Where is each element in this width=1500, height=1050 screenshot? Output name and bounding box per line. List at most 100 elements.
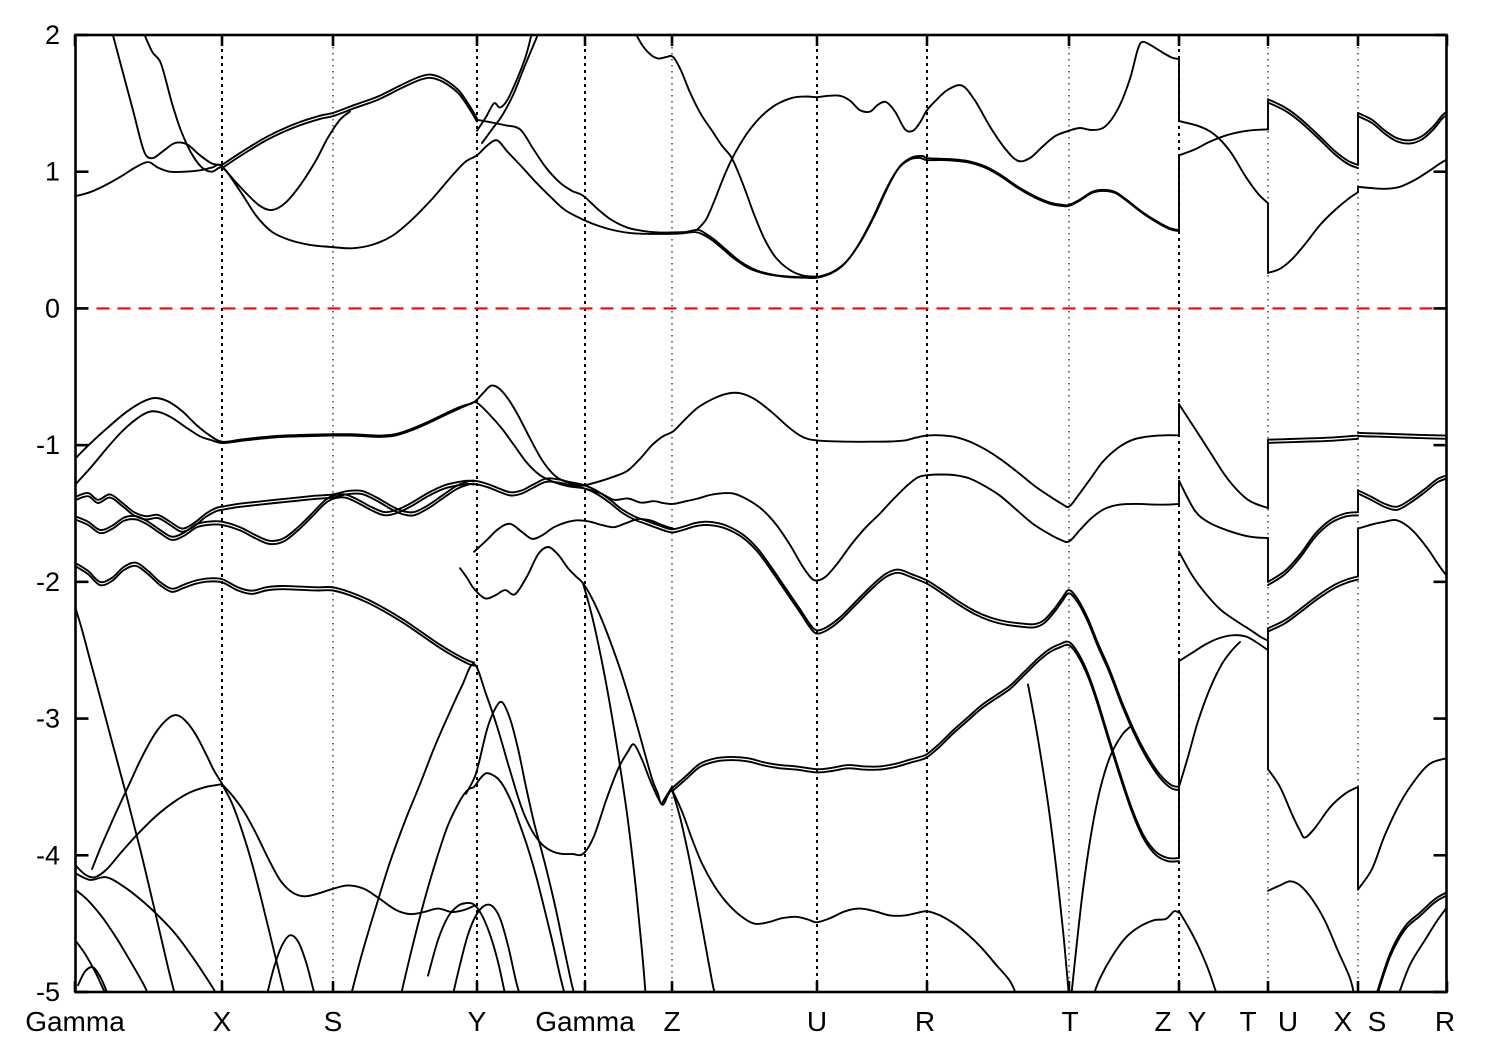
band-p2-v1 — [1178, 403, 1269, 509]
band-cb-main-low — [75, 139, 1180, 280]
band-vb-fan-arc — [77, 966, 109, 993]
band-vb-parabola-290 — [266, 934, 316, 993]
band-vb-deep-pair — [75, 561, 475, 664]
band-p2-v4 — [1178, 634, 1269, 663]
band-vb-diag1-YGammaZ — [350, 662, 673, 993]
band-vb-ZU-low — [671, 788, 1017, 993]
k-label-r: R — [915, 1006, 935, 1037]
symmetry-gridlines — [221, 35, 1359, 992]
band-vb-T-V-right — [1070, 724, 1133, 993]
y-tick-label: -5 — [36, 977, 60, 1007]
y-tick-label: -3 — [36, 704, 60, 734]
band-vb-arc-preZY — [1093, 910, 1180, 993]
band-p2-v3 — [1178, 550, 1269, 642]
band-p3-v2-split — [1267, 514, 1359, 587]
y-tick-label: 2 — [45, 20, 60, 50]
k-label-x: X — [213, 1006, 232, 1037]
k-label-x: X — [1334, 1006, 1353, 1037]
y-tick-label: -1 — [36, 430, 60, 460]
band-cb-Y-riser-2 — [481, 34, 539, 144]
axis-ticks — [73, 33, 1449, 994]
y-tick-label: -4 — [36, 840, 60, 870]
band-vb-braid-split — [75, 482, 475, 546]
plot-border — [74, 33, 1448, 994]
band-p4-v5-split — [1377, 894, 1447, 993]
band-p4-v1 — [1357, 431, 1447, 437]
band-cb-steep-1 — [111, 34, 223, 166]
band-vb-diag2-arcY — [400, 772, 566, 993]
k-label-u: U — [807, 1006, 827, 1037]
band-vb-wiggle-XY-low — [221, 783, 475, 916]
band-vb-fan-2 — [75, 888, 149, 993]
k-label-t: T — [1239, 1006, 1256, 1037]
band-p2-cb-up — [1178, 128, 1269, 157]
band-vb-Z-plunge — [671, 788, 716, 993]
band-vb-dome-177 — [91, 714, 223, 870]
band-p4-cb-lower — [1357, 158, 1447, 190]
band-p3-v4 — [1267, 768, 1359, 839]
band-p4-v6 — [1398, 906, 1447, 993]
band-p3-v5 — [1267, 880, 1355, 993]
band-vb-Ydome-low-1 — [427, 901, 506, 993]
band-p4-v2-split — [1357, 477, 1447, 511]
y-tick-label: 0 — [45, 293, 60, 323]
band-p4-v3 — [1357, 518, 1447, 578]
band-p4-v1-split — [1357, 435, 1447, 440]
band-vb-Ydome-low-2 — [452, 903, 521, 993]
band-vb-Y-W — [459, 546, 673, 805]
band-p3-v3 — [1267, 575, 1359, 630]
band-p3-cb-lower — [1267, 191, 1359, 274]
band-p4-cb-upper — [1357, 110, 1447, 142]
y-axis-labels: 2 1 0 -1 -2 -3 -4 -5 — [36, 20, 60, 1007]
k-label-s: S — [324, 1006, 343, 1037]
band-vb-top-twin — [75, 401, 1180, 582]
band-cb-upper-XY — [221, 73, 478, 166]
band-vb-postX-drop — [221, 783, 286, 993]
band-vb-braid — [75, 479, 475, 542]
band-p3-v1-split — [1267, 437, 1359, 444]
band-cb-rise-UR-T — [696, 40, 1180, 231]
k-label-t: T — [1061, 1006, 1078, 1037]
band-vb-mid-deepU-split — [75, 480, 1180, 792]
band-vb-fan-3 — [75, 939, 106, 993]
band-vb-GammaZ-plunge — [582, 582, 647, 993]
band-cb-Y-riser-1 — [476, 34, 533, 132]
band-vb-flat-ZU-Tdome-split — [671, 643, 1180, 863]
band-p3-v2 — [1267, 511, 1359, 583]
band-vb-fan-1 — [75, 872, 217, 993]
band-vb-Gamma-steep — [75, 605, 176, 993]
k-label-z: Z — [663, 1006, 680, 1037]
k-label-u: U — [1278, 1006, 1298, 1037]
y-tick-label: 1 — [45, 157, 60, 187]
band-vb-tent-postY — [465, 700, 575, 993]
band-p4-v4 — [1357, 757, 1447, 891]
band-p3-cb-upper-split — [1267, 101, 1359, 170]
band-p3-v3-split — [1267, 578, 1359, 633]
band-p2-v6 — [1178, 910, 1218, 993]
k-label-gamma: Gamma — [535, 1006, 635, 1037]
band-p4-cb-upper-split — [1357, 113, 1447, 145]
band-cb-upper-XY-split — [221, 76, 478, 170]
band-cb-main-twin — [476, 118, 1180, 279]
band-cb-reentrant-Z — [635, 34, 818, 278]
band-p2-v2 — [1178, 479, 1269, 540]
k-label-gamma: Gamma — [25, 1006, 125, 1037]
band-p2-v5 — [1178, 641, 1241, 788]
energy-bands — [75, 34, 1447, 993]
band-p4-v5 — [1376, 891, 1447, 993]
band-vb-Y-arch — [473, 517, 674, 553]
band-vb-deep-pair-split — [75, 564, 475, 667]
y-tick-label: -2 — [36, 567, 60, 597]
band-p3-v1 — [1267, 434, 1359, 441]
band-p3-cb-upper — [1267, 98, 1359, 166]
k-label-z: Z — [1154, 1006, 1171, 1037]
k-label-s: S — [1368, 1006, 1387, 1037]
band-vb-top — [75, 384, 1180, 508]
band-p4-v2 — [1357, 474, 1447, 508]
k-label-y: Y — [1188, 1006, 1207, 1037]
k-point-labels: Gamma X S Y Gamma Z U R T Z Y T U X S R — [25, 1006, 1455, 1037]
k-label-y: Y — [468, 1006, 487, 1037]
